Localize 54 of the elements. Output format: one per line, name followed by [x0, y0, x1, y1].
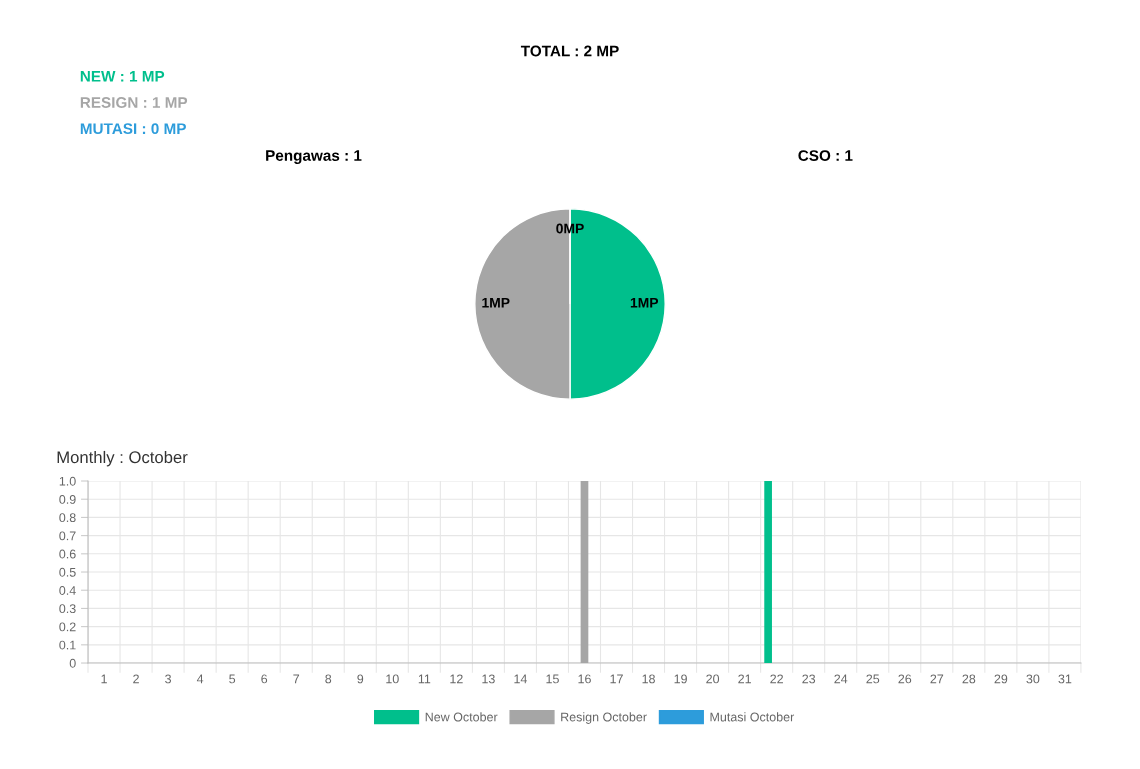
x-tick-label: 31: [1058, 674, 1072, 684]
text: NEW : 1 MP: [80, 71, 165, 82]
y-tick-label: 0.2: [59, 622, 76, 632]
x-tick-label: 22: [770, 674, 783, 684]
chart-title: Monthly : October: [57, 450, 188, 467]
x-tick-label: 11: [418, 674, 431, 684]
text: TOTAL : 2 MP: [520, 45, 619, 57]
y-tick-label: 1.0: [59, 476, 76, 486]
x-tick-label: 6: [261, 674, 268, 684]
x-tick-label: 17: [610, 674, 623, 684]
x-tick-label: 27: [930, 674, 944, 684]
data-label: 1MP: [630, 297, 659, 308]
x-tick-label: 14: [514, 674, 527, 684]
y-tick-label: 0.4: [59, 586, 76, 595]
x-tick-label: 9: [357, 674, 364, 684]
x-tick-label: 20: [706, 674, 720, 684]
x-tick-label: 3: [165, 674, 172, 684]
x-tick-label: 13: [482, 674, 495, 684]
x-tick-label: 8: [325, 674, 332, 684]
y-tick-label: 0.1: [59, 640, 76, 650]
text: MUTASI : 0 MP: [80, 123, 186, 135]
x-tick-label: 15: [546, 674, 559, 684]
y-tick-label: 0.7: [59, 531, 76, 541]
x-tick-label: 28: [962, 674, 976, 684]
x-tick-label: 10: [386, 674, 399, 684]
x-tick-label: 29: [994, 674, 1008, 684]
legend-label: New October: [425, 712, 498, 722]
x-tick-label: 18: [642, 674, 655, 684]
text: Pengawas : 1: [266, 150, 362, 164]
x-tick-label: 2: [133, 674, 139, 684]
x-tick-label: 16: [578, 674, 591, 684]
y-tick-label: 0.6: [59, 549, 76, 559]
x-tick-label: 23: [802, 674, 816, 684]
x-tick-label: 19: [674, 674, 687, 684]
text: CSO : 1: [798, 150, 853, 161]
x-tick-label: 21: [738, 674, 751, 684]
x-tick-label: 26: [898, 674, 912, 684]
legend-label: Mutasi October: [710, 712, 795, 722]
legend-label: Resign October: [561, 712, 647, 724]
x-tick-label: 25: [866, 674, 880, 684]
text: RESIGN : 1 MP: [80, 97, 188, 108]
x-tick-label: 1: [101, 674, 107, 684]
y-tick-label: 0.8: [59, 513, 76, 523]
x-tick-label: 12: [450, 674, 463, 684]
x-tick-label: 5: [229, 674, 236, 684]
x-tick-label: 30: [1026, 674, 1040, 684]
x-tick-label: 7: [293, 674, 300, 684]
x-tick-label: 24: [834, 674, 848, 684]
data-label: 1MP: [482, 297, 510, 308]
y-tick-label: 0.5: [59, 567, 76, 577]
y-tick-label: 0: [69, 658, 76, 668]
y-tick-label: 0.9: [59, 495, 76, 504]
x-tick-label: 4: [196, 674, 204, 684]
y-tick-label: 0.3: [59, 604, 76, 614]
